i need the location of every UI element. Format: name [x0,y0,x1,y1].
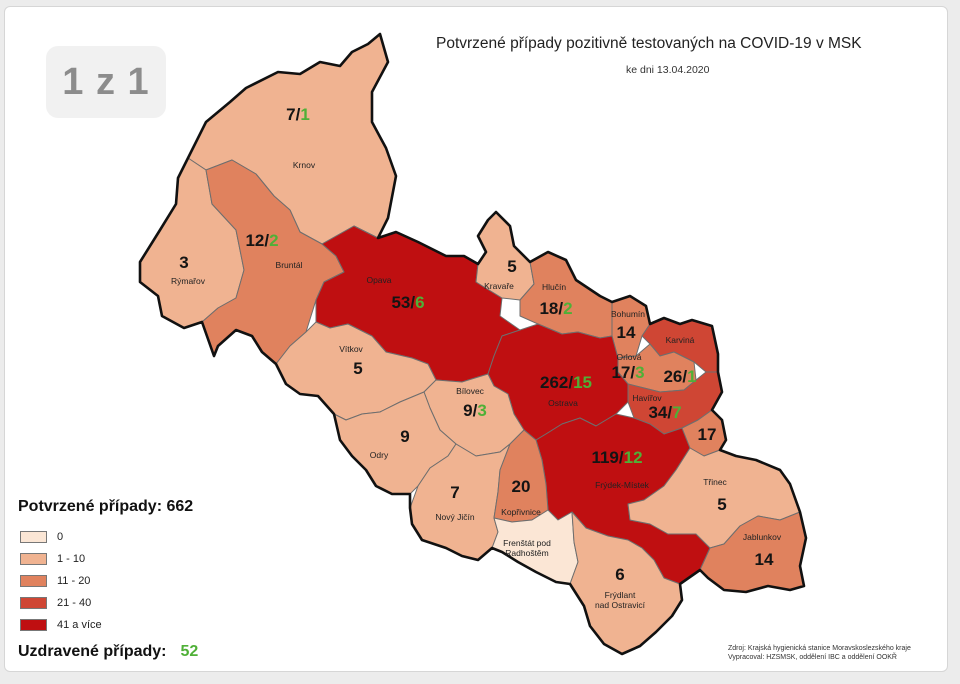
district-name-bohumin: Bohumín [611,309,645,319]
legend-swatch-4 [20,619,47,631]
legend-title: Potvrzené případy: 662 [18,498,194,515]
district-name-rymarov: Rýmařov [171,276,206,286]
district-count-krnov: 7/1 [286,105,310,124]
legend-row-0: 0 [20,530,63,544]
district-name-koprivnice: Kopřivnice [501,507,541,517]
district-count-vitkov: 5 [353,359,362,378]
district-name-frydlant-nad-ostravici: Frýdlant nad Ostravicí [595,590,646,610]
district-count-bruntal: 12/2 [245,231,278,250]
district-name-karvina: Karviná [666,335,695,345]
district-count-trinec: 5 [717,495,726,514]
district-count-havirov: 34/7 [648,403,681,422]
source-line-1: Zdroj: Krajská hygienická stanice Moravs… [728,645,911,652]
legend-row-2: 11 - 20 [20,574,90,588]
district-count-opava: 53/6 [391,293,424,312]
district-name-frydek-mistek: Frýdek-Místek [595,480,650,490]
legend-swatch-3 [20,597,47,609]
page-counter-text: 1 z 1 [62,60,150,103]
district-name-bilovec: Bílovec [456,386,485,396]
district-name-vitkov: Vítkov [339,344,363,354]
legend-swatch-0 [20,531,47,543]
district-count-ostrava: 262/15 [540,373,592,392]
legend-label-2: 11 - 20 [57,575,91,587]
legend-swatch-1 [20,553,47,565]
district-count-orlova: 17/3 [611,363,644,382]
district-count-bilovec: 9/3 [463,401,487,420]
region-outline [138,32,808,656]
legend-label-4: 41 a více [57,619,102,631]
legend-swatch-2 [20,575,47,587]
legend-label-1: 1 - 10 [57,553,86,565]
district-name-novy-jicin: Nový Jičín [435,512,474,522]
district-name-trinec: Třinec [703,477,727,487]
legend-row-3: 21 - 40 [20,596,91,610]
map-title: Potvrzené případy pozitivně testovaných … [436,35,862,52]
recovered-value: 52 [180,643,199,660]
source-line-2: Vypracoval: HZSMSK, oddělení IBC a odděl… [728,654,897,661]
district-count-frydek-mistek: 119/12 [591,448,642,467]
legend-row-4: 41 a více [20,618,102,632]
district-name-krnov: Krnov [293,160,316,170]
district-name-frenstat-pod-radhostem: Frenštát pod Radhoštěm [503,538,551,558]
page-counter-badge: 1 z 1 [46,46,166,118]
district-count-cesky-tesin: 17 [698,425,717,444]
district-name-orlova: Orlová [616,352,641,362]
district-count-frydlant-nad-ostravici: 6 [615,565,624,584]
district-name-hlucin: Hlučín [542,282,566,292]
district-name-kravare: Kravaře [484,281,514,291]
district-count-bohumin: 14 [617,323,636,342]
district-count-rymarov: 3 [179,253,188,272]
district-name-bruntal: Bruntál [276,260,303,270]
district-name-odry: Odry [370,450,389,460]
district-count-hlucin: 18/2 [539,299,572,318]
recovered-label: Uzdravené případy: [18,643,167,660]
district-count-novy-jicin: 7 [450,483,459,502]
district-count-kravare: 5 [507,257,516,276]
district-count-odry: 9 [400,427,409,446]
district-count-jablunkov: 14 [755,550,774,569]
legend-label-3: 21 - 40 [57,597,92,609]
district-count-karvina: 26/1 [663,367,696,386]
district-count-koprivnice: 20 [512,477,531,496]
recovered-summary: Uzdravené případy: 52 [18,643,198,661]
district-name-havirov: Havířov [632,393,662,403]
legend-label-0: 0 [57,531,64,543]
district-name-jablunkov: Jablunkov [743,532,782,542]
district-name-ostrava: Ostrava [548,398,578,408]
source-note: Zdroj: Krajská hygienická stanice Moravs… [728,644,911,662]
district-name-opava: Opava [366,275,391,285]
legend-row-1: 1 - 10 [20,552,85,566]
map-date: ke dni 13.04.2020 [626,64,710,76]
